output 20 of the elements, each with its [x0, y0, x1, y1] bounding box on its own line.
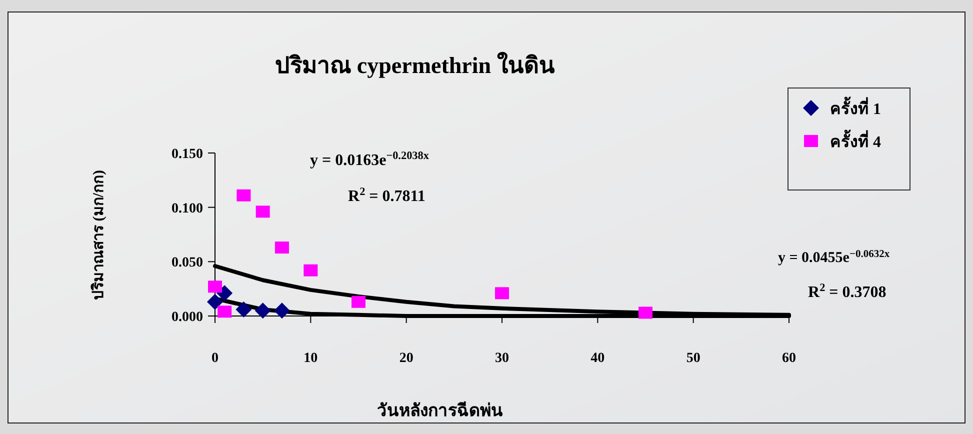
x-tick-label: 30: [495, 351, 509, 366]
y-tick-label: 0.000: [172, 310, 203, 325]
x-tick-label: 0: [212, 351, 218, 366]
y-tick-label: 0.150: [172, 147, 203, 162]
annotation: R$^{2}$ = 0.7811: [348, 186, 426, 205]
y-tick-label: 0.100: [172, 201, 203, 216]
legend-label: ครั้งที่ 1: [830, 96, 881, 118]
legend-label: ครั้งที่ 4: [830, 129, 881, 151]
y-tick-label: 0.050: [172, 256, 203, 271]
x-tick-label: 10: [304, 351, 318, 366]
x-tick-label: 60: [782, 351, 796, 366]
x-tick-label: 40: [590, 351, 605, 366]
chart-title: ปริมาณ cypermethrin ในดิน: [275, 51, 555, 78]
text: R$^{2}$ = 0.3708: [808, 282, 886, 301]
x-tick-label: 20: [399, 351, 414, 366]
x-axis-title: วันหลังการฉีดพ่น: [377, 400, 503, 420]
annotation: y = 0.0163e$^{−0.2038x}$: [310, 150, 430, 169]
y-axis-title: ปริมาณสาร (มก/กก): [89, 170, 107, 300]
annotation: y = 0.0455e$^{−0.0632x}$: [778, 248, 890, 266]
x-tick-label: 50: [686, 351, 700, 366]
